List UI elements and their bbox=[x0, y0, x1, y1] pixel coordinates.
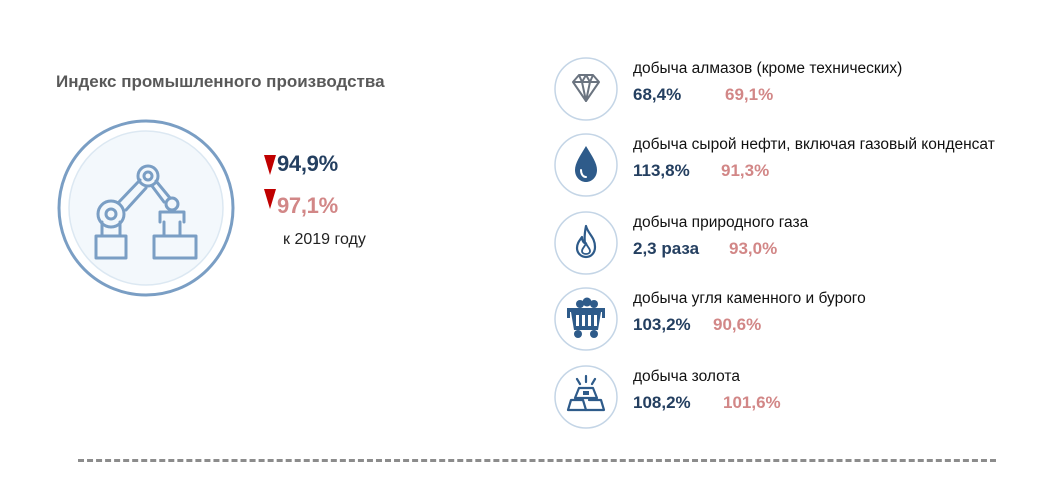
item-label: добыча алмазов (кроме технических) bbox=[633, 60, 903, 77]
item-value-2: 69,1% bbox=[725, 85, 774, 104]
main-value-2: 97,1% bbox=[277, 193, 338, 218]
item-label: добыча природного газа bbox=[633, 214, 809, 231]
item-value-1: 113,8% bbox=[633, 161, 690, 180]
item-value-1: 103,2% bbox=[633, 315, 691, 334]
item-label: добыча угля каменного и бурого bbox=[633, 290, 866, 307]
item-value-1: 108,2% bbox=[633, 393, 691, 412]
robot-arm-icon bbox=[57, 119, 235, 297]
item-value-2: 91,3% bbox=[721, 161, 770, 180]
list-item: добыча сырой нефти, включая газовый конд… bbox=[553, 132, 1043, 202]
oil-drop-icon bbox=[554, 133, 618, 197]
item-label: добыча золота bbox=[633, 368, 740, 385]
list-item: добыча алмазов (кроме технических) 68,4%… bbox=[553, 56, 1043, 126]
item-value-2: 93,0% bbox=[729, 239, 778, 258]
coal-cart-icon bbox=[554, 287, 618, 351]
list-item: добыча угля каменного и бурого 103,2% 90… bbox=[553, 286, 1043, 356]
list-item: добыча золота 108,2% 101,6% bbox=[553, 364, 1043, 434]
item-value-2: 90,6% bbox=[713, 315, 762, 334]
divider bbox=[78, 459, 996, 462]
list-item: добыча природного газа 2,3 раза 93,0% bbox=[553, 210, 1043, 280]
item-value-2: 101,6% bbox=[723, 393, 781, 412]
comparison-note: к 2019 году bbox=[283, 231, 366, 248]
page-title: Индекс промышленного производства bbox=[56, 72, 385, 91]
main-value-1: 94,9% bbox=[277, 151, 338, 176]
decrease-marker-icon bbox=[264, 189, 276, 209]
diamond-icon bbox=[554, 57, 618, 121]
item-value-1: 2,3 раза bbox=[633, 239, 700, 258]
flame-icon bbox=[554, 211, 618, 275]
gold-bar-icon bbox=[554, 365, 618, 429]
item-label: добыча сырой нефти, включая газовый конд… bbox=[633, 136, 995, 153]
decrease-marker-icon bbox=[264, 155, 276, 175]
item-value-1: 68,4% bbox=[633, 85, 682, 104]
